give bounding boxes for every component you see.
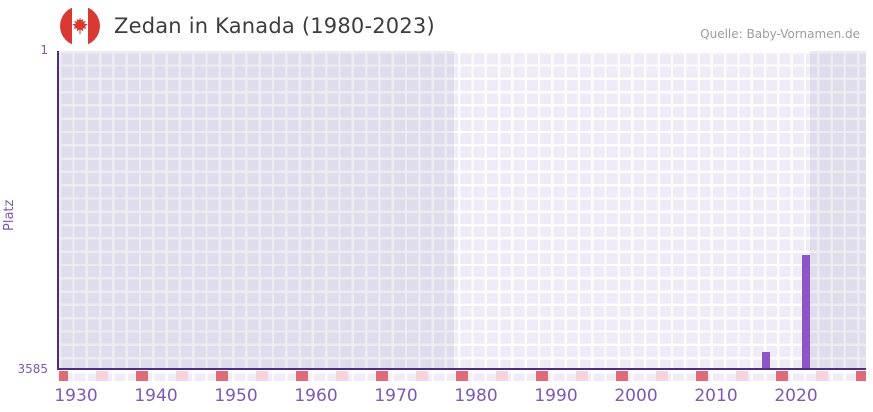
x-tick-label-1960: 1960 (294, 386, 338, 406)
page-title: Zedan in Kanada (1980-2023) (114, 14, 435, 38)
axis-mark-dark (59, 371, 68, 381)
axis-mark-light (736, 371, 748, 381)
x-tick-label-2000: 2000 (614, 386, 658, 406)
axis-mark-dark (696, 371, 708, 381)
axis-mark-dark (776, 371, 788, 381)
y-axis-title: Platz (2, 199, 17, 231)
y-tick-top: 1 (40, 43, 48, 57)
axis-mark-light (256, 371, 268, 381)
axis-mark-dark (616, 371, 628, 381)
x-axis-labels: 1930 1940 1950 1960 1970 1980 1990 2000 2010 2020 (54, 386, 866, 406)
axis-mark-light (576, 371, 588, 381)
axis-mark-light (336, 371, 348, 381)
axis-mark-dark (216, 371, 228, 381)
axis-mark-light (496, 371, 508, 381)
axis-mark-light (96, 371, 108, 381)
axis-mark-dark (296, 371, 308, 381)
x-axis-line (57, 368, 866, 370)
axis-mark-light (416, 371, 428, 381)
axis-mark-dark (376, 371, 388, 381)
axis-mark-light (176, 371, 188, 381)
x-tick-label-1930: 1930 (54, 386, 98, 406)
x-tick-label-2010: 2010 (694, 386, 738, 406)
x-tick-label-1980: 1980 (454, 386, 498, 406)
rank-bar-2021 (802, 255, 810, 368)
x-tick-label-1990: 1990 (534, 386, 578, 406)
axis-mark-dark (456, 371, 468, 381)
canada-flag-icon (60, 6, 100, 46)
x-tick-label-1940: 1940 (134, 386, 178, 406)
axis-mark-light (816, 371, 828, 381)
plot-area (57, 51, 866, 370)
no-data-shade-region (810, 51, 866, 370)
axis-mark-dark (136, 371, 148, 381)
source-credit: Quelle: Baby-Vornamen.de (700, 27, 860, 41)
x-tick-label-1970: 1970 (374, 386, 418, 406)
axis-mark-dark (536, 371, 548, 381)
axis-mark-dark (856, 371, 866, 381)
rank-bar-2016 (762, 351, 770, 368)
no-data-shade-region (59, 51, 454, 370)
axis-mark-light (656, 371, 668, 381)
y-tick-bottom: 3585 (17, 362, 48, 376)
x-tick-label-2020: 2020 (774, 386, 818, 406)
axis-tick-strip (59, 371, 866, 381)
x-tick-label-1950: 1950 (214, 386, 258, 406)
